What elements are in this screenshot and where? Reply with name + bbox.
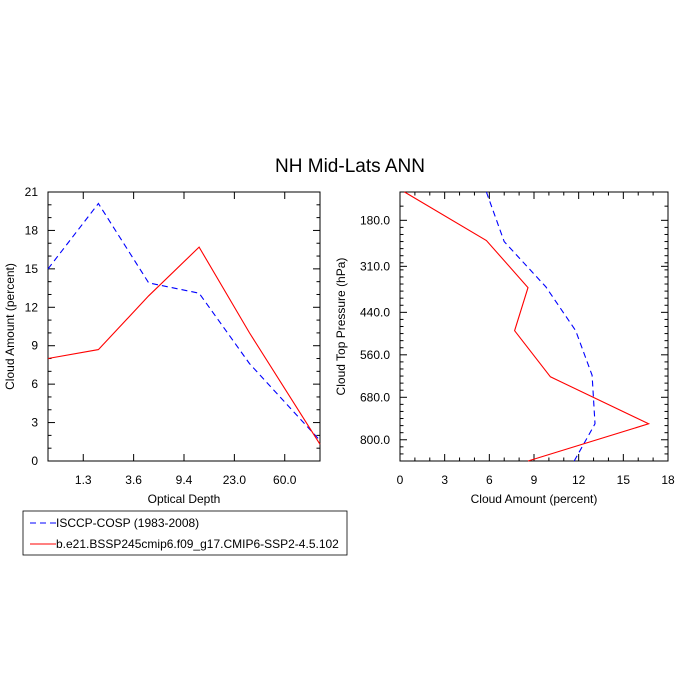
x-tick-label: 60.0 (273, 473, 297, 487)
y-tick-label: 12 (25, 300, 39, 314)
x-tick-label: 9 (531, 473, 538, 487)
x-tick-label: 9.4 (176, 473, 193, 487)
observed-series-line (47, 202, 321, 441)
y-tick-label: 3 (31, 416, 38, 430)
y-tick-label: 180.0 (360, 213, 390, 227)
y-tick-label: 560.0 (360, 348, 390, 362)
y-axis-label: Cloud Amount (percent) (3, 263, 17, 390)
plot-frame (399, 191, 669, 462)
right-chart-panel: 0 3 6 9 12 15 18 180.0 310.0 440.0 560.0 680.0 800.0… (334, 191, 675, 506)
x-tick-label: 18 (661, 473, 675, 487)
left-chart-panel: 0 3 6 9 12 15 18 21 1.3 3.6 9.4 23.0 60.0 Optical Dep… (3, 185, 321, 506)
observed-series-line (485, 191, 596, 462)
y-tick-label: 9 (31, 339, 38, 353)
y-tick-label: 18 (25, 223, 39, 237)
legend: ISCCP-COSP (1983-2008) b.e21.BSSP245cmip6… (22, 510, 348, 556)
x-axis-label: Optical Depth (148, 492, 221, 506)
x-tick-label: 1.3 (75, 473, 92, 487)
x-tick-label: 23.0 (223, 473, 247, 487)
legend-label: ISCCP-COSP (1983-2008) (56, 516, 199, 530)
model-series-line (404, 191, 651, 462)
x-tick-label: 3 (441, 473, 448, 487)
y-tick-label: 440.0 (360, 305, 390, 319)
y-tick-label: 6 (31, 377, 38, 391)
legend-box (22, 510, 348, 556)
x-tick-label: 12 (572, 473, 586, 487)
y-tick-label: 15 (25, 262, 39, 276)
x-tick-label: 3.6 (125, 473, 142, 487)
y-tick-label: 0 (31, 454, 38, 468)
y-tick-label: 800.0 (360, 433, 390, 447)
y-tick-label: 680.0 (360, 390, 390, 404)
y-tick-label: 21 (25, 185, 39, 199)
x-tick-label: 6 (486, 473, 493, 487)
legend-label: b.e21.BSSP245cmip6.f09_g17.CMIP6-SSP2-4.… (56, 537, 339, 551)
y-tick-label: 310.0 (360, 259, 390, 273)
figure-title: NH Mid-Lats ANN (275, 156, 425, 177)
y-axis-label: Cloud Top Pressure (hPa) (334, 258, 348, 396)
x-tick-label: 15 (617, 473, 631, 487)
x-axis-label: Cloud Amount (percent) (471, 492, 598, 506)
x-tick-label: 0 (397, 473, 404, 487)
model-series-line (47, 246, 321, 445)
plot-frame (47, 191, 321, 462)
